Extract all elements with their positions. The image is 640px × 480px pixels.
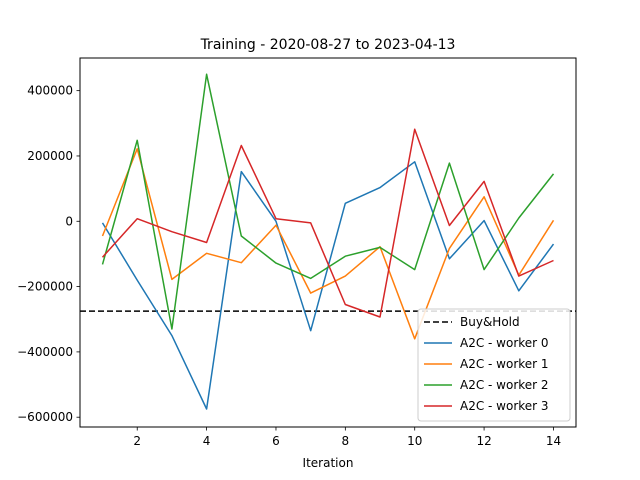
series-line-worker-2 — [101, 73, 555, 330]
legend-label: A2C - worker 1 — [460, 357, 549, 371]
series-line-worker-3 — [101, 128, 554, 318]
y-tick-label: −200000 — [17, 280, 73, 294]
x-tick-label: 14 — [546, 434, 561, 448]
legend-box — [417, 308, 571, 422]
x-axis-label: Iteration — [303, 456, 354, 470]
axis-ticks: 2 4 6 8 10 12 14 −600000 −400000 −200000 0 200000 40… — [17, 84, 561, 448]
plot-area — [80, 73, 576, 410]
y-tick-label: 0 — [65, 214, 73, 228]
y-tick-label: 200000 — [27, 149, 73, 163]
x-tick-label: 12 — [476, 434, 491, 448]
legend-label: A2C - worker 0 — [460, 336, 549, 350]
series-line-worker-1 — [101, 148, 555, 340]
x-tick-label: 2 — [133, 434, 141, 448]
legend-label: A2C - worker 2 — [460, 378, 549, 392]
axes-frame — [79, 57, 577, 428]
y-tick-label: −400000 — [17, 345, 73, 359]
legend-label: Buy&Hold — [460, 315, 520, 329]
legend: Buy&Hold A2C - worker 0 A2C - worker 1 A2C … — [417, 308, 571, 422]
x-tick-label: 10 — [407, 434, 422, 448]
chart-title: Training - 2020-08-27 to 2023-04-13 — [200, 37, 456, 53]
y-tick-label: −600000 — [17, 410, 73, 424]
x-tick-label: 6 — [272, 434, 280, 448]
legend-label: A2C - worker 3 — [460, 399, 549, 413]
x-tick-label: 8 — [342, 434, 350, 448]
x-tick-label: 4 — [203, 434, 211, 448]
y-tick-label: 400000 — [27, 84, 73, 98]
